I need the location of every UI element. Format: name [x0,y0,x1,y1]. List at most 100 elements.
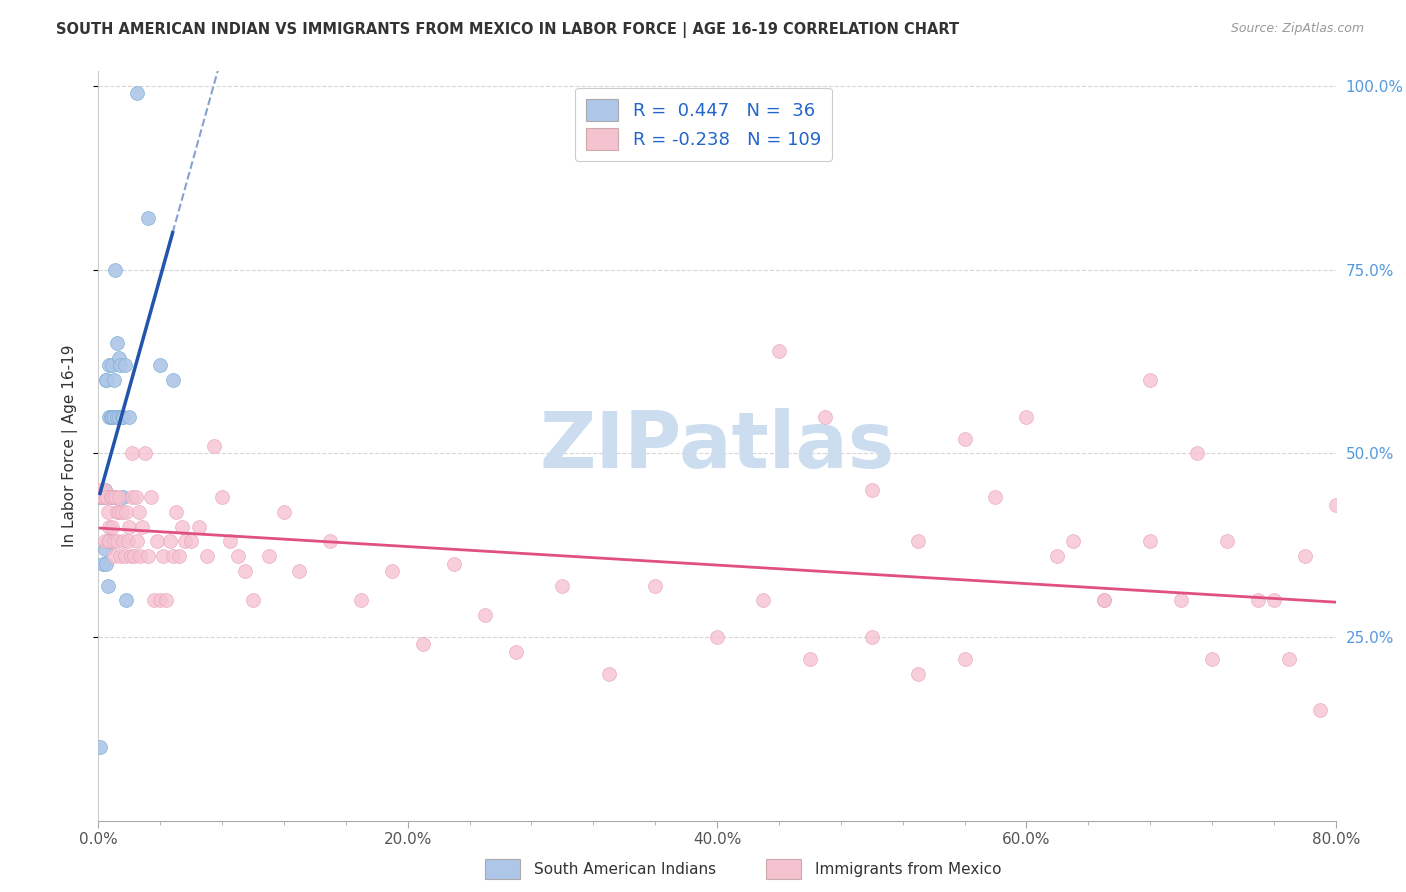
Point [103,549,125,564]
Point [96,373,118,387]
Point [505,645,527,659]
Point [98,358,121,372]
Point [149,593,172,607]
Point [195,549,218,564]
Point [96,491,118,505]
Point [136,549,159,564]
Point [96,557,118,571]
Point [1046,549,1069,564]
Point [134,446,156,460]
Point [1062,534,1084,549]
Point [242,593,264,607]
Point [100,409,122,424]
Point [1092,593,1115,607]
Point [89,740,111,755]
Point [1340,666,1362,681]
Point [188,520,211,534]
Point [107,409,129,424]
Point [953,652,976,666]
Point [118,409,141,424]
Point [108,358,131,372]
Point [814,409,837,424]
Text: Source: ZipAtlas.com: Source: ZipAtlas.com [1230,22,1364,36]
Point [111,409,134,424]
Point [226,549,249,564]
Point [136,211,159,226]
Point [97,505,120,519]
Point [98,520,121,534]
Point [1185,446,1208,460]
Point [122,549,145,564]
Point [860,630,883,644]
Point [170,520,193,534]
Point [114,549,136,564]
Point [149,358,172,372]
Point [105,336,128,351]
Point [1278,652,1301,666]
Point [93,541,115,556]
Point [768,343,790,358]
Point [799,652,821,666]
Point [598,666,620,681]
Point [152,549,174,564]
Point [112,534,135,549]
Point [112,409,135,424]
Point [101,491,124,505]
Point [131,520,153,534]
Point [89,483,111,497]
Point [103,373,125,387]
Point [319,534,342,549]
Point [1139,534,1161,549]
Point [443,557,465,571]
Point [100,491,122,505]
Point [114,358,136,372]
Point [128,505,150,519]
Point [159,534,181,549]
Point [752,593,775,607]
Point [97,534,120,549]
Point [91,491,114,505]
Point [93,534,115,549]
Point [124,491,146,505]
Point [1092,593,1115,607]
Point [288,564,311,578]
Point [90,491,112,505]
Text: SOUTH AMERICAN INDIAN VS IMMIGRANTS FROM MEXICO IN LABOR FORCE | AGE 16-19 CORRE: SOUTH AMERICAN INDIAN VS IMMIGRANTS FROM… [56,22,959,38]
Point [112,491,135,505]
Text: Immigrants from Mexico: Immigrants from Mexico [815,863,1002,877]
Point [117,534,139,549]
Point [107,505,129,519]
Point [860,483,883,497]
Point [180,534,202,549]
Point [1324,498,1347,512]
Point [115,593,138,607]
Point [103,491,125,505]
Point [97,578,120,592]
Point [644,578,666,592]
Point [1294,549,1316,564]
Point [1247,593,1270,607]
Point [167,549,190,564]
Point [1309,703,1331,717]
Text: ZIPatlas: ZIPatlas [540,408,894,484]
Point [1263,593,1285,607]
Point [107,351,129,365]
Point [350,593,373,607]
Y-axis label: In Labor Force | Age 16-19: In Labor Force | Age 16-19 [62,344,77,548]
Point [162,373,184,387]
Text: South American Indians: South American Indians [534,863,717,877]
Point [96,373,118,387]
Point [204,439,226,453]
Point [93,483,115,497]
Point [984,491,1007,505]
Point [121,491,143,505]
Point [107,491,129,505]
Legend: R =  0.447   N =  36, R = -0.238   N = 109: R = 0.447 N = 36, R = -0.238 N = 109 [575,88,832,161]
Point [101,358,124,372]
Point [91,491,114,505]
Point [118,520,141,534]
Point [105,505,128,519]
Point [129,549,152,564]
Point [93,483,115,497]
Point [105,409,128,424]
